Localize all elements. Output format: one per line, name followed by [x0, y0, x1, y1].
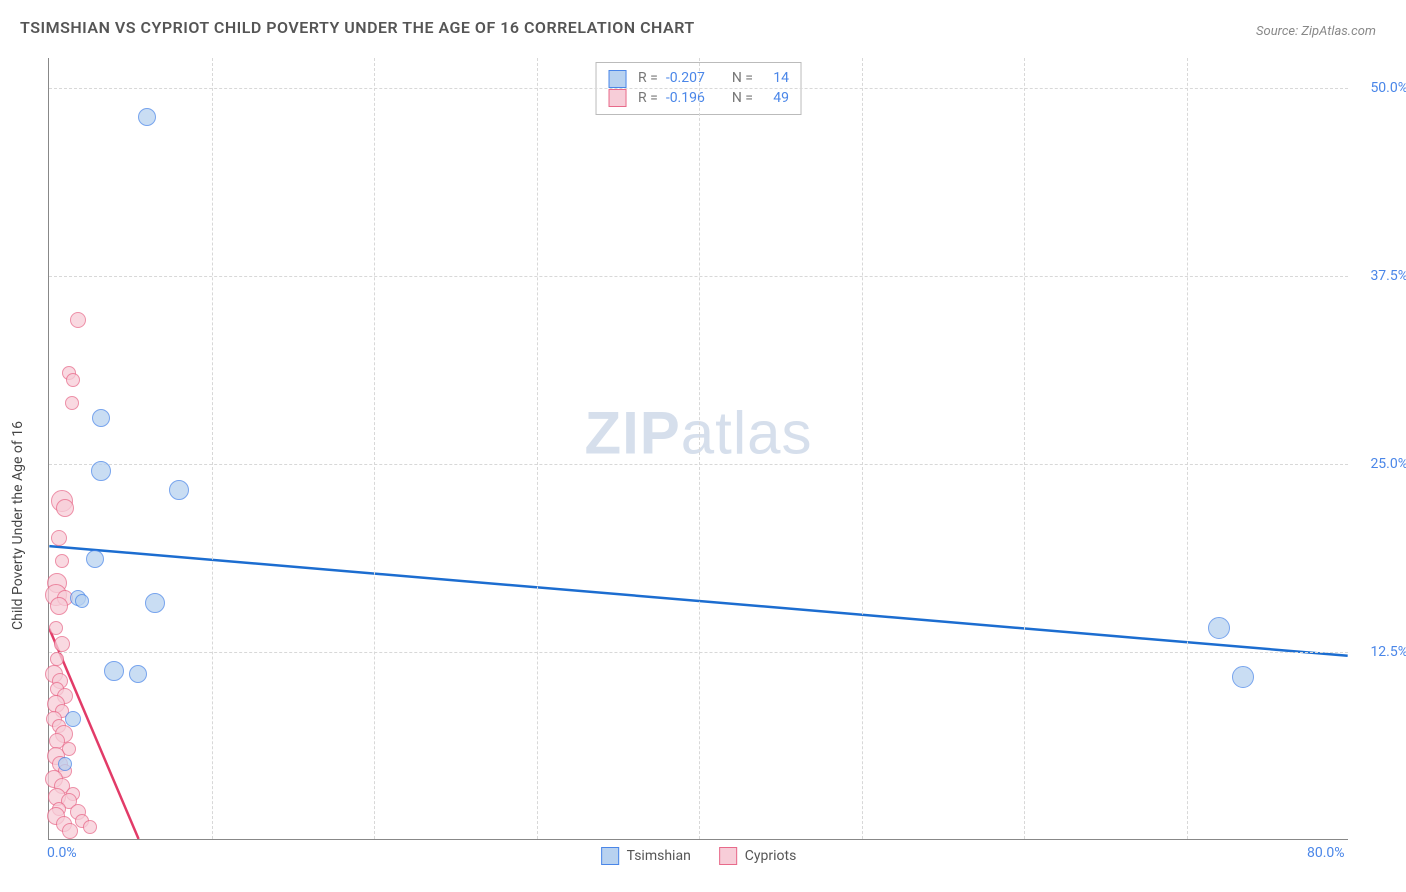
legend-r-value: -0.207 [666, 69, 716, 89]
y-tick-label: 25.0% [1353, 456, 1406, 472]
legend-series-name: Cypriots [745, 848, 797, 864]
gridline-vertical [1187, 58, 1188, 839]
data-point [83, 820, 97, 834]
data-point [104, 661, 124, 681]
data-point [145, 593, 165, 613]
legend-bottom-item: Tsimshian [601, 847, 691, 865]
data-point [62, 823, 78, 839]
data-point [138, 108, 156, 126]
y-tick-label: 50.0% [1353, 80, 1406, 96]
data-point [54, 636, 70, 652]
legend-swatch [601, 847, 619, 865]
data-point [51, 530, 67, 546]
data-point [75, 594, 89, 608]
data-point [1232, 666, 1254, 688]
legend-r-label: R = [638, 69, 658, 89]
legend-swatch [608, 70, 626, 88]
data-point [169, 480, 189, 500]
chart-plot-area: ZIPatlas R =-0.207N =14R =-0.196N =49 Ts… [48, 58, 1348, 840]
watermark-bold: ZIP [584, 399, 680, 466]
legend-n-label: N = [732, 89, 753, 109]
data-point [65, 396, 79, 410]
legend-swatch [719, 847, 737, 865]
source-label: Source: ZipAtlas.com [1256, 24, 1376, 39]
data-point [56, 499, 74, 517]
data-point [55, 554, 69, 568]
gridline-vertical [862, 58, 863, 839]
data-point [92, 409, 110, 427]
y-tick-label: 37.5% [1353, 268, 1406, 284]
data-point [49, 621, 63, 635]
data-point [129, 665, 147, 683]
gridline-vertical [699, 58, 700, 839]
y-tick-label: 12.5% [1353, 644, 1406, 660]
legend-series: Tsimshian Cypriots [601, 847, 797, 865]
data-point [65, 711, 81, 727]
data-point [50, 652, 64, 666]
gridline-vertical [537, 58, 538, 839]
data-point [66, 373, 80, 387]
data-point [50, 597, 68, 615]
chart-title: TSIMSHIAN VS CYPRIOT CHILD POVERTY UNDER… [20, 18, 695, 37]
data-point [1208, 617, 1230, 639]
data-point [58, 757, 72, 771]
gridline-vertical [374, 58, 375, 839]
x-tick-label: 80.0% [1307, 845, 1345, 861]
watermark-light: atlas [681, 399, 813, 466]
legend-swatch [608, 89, 626, 107]
data-point [70, 312, 86, 328]
legend-bottom-item: Cypriots [719, 847, 797, 865]
y-axis-label: Child Poverty Under the Age of 16 [10, 421, 26, 630]
gridline-vertical [212, 58, 213, 839]
legend-n-value: 14 [761, 69, 789, 89]
x-tick-label: 0.0% [47, 845, 77, 861]
legend-r-label: R = [638, 89, 658, 109]
legend-r-value: -0.196 [666, 89, 716, 109]
legend-series-name: Tsimshian [627, 848, 691, 864]
legend-n-label: N = [732, 69, 753, 89]
legend-n-value: 49 [761, 89, 789, 109]
data-point [91, 461, 111, 481]
data-point [86, 550, 104, 568]
gridline-vertical [1024, 58, 1025, 839]
